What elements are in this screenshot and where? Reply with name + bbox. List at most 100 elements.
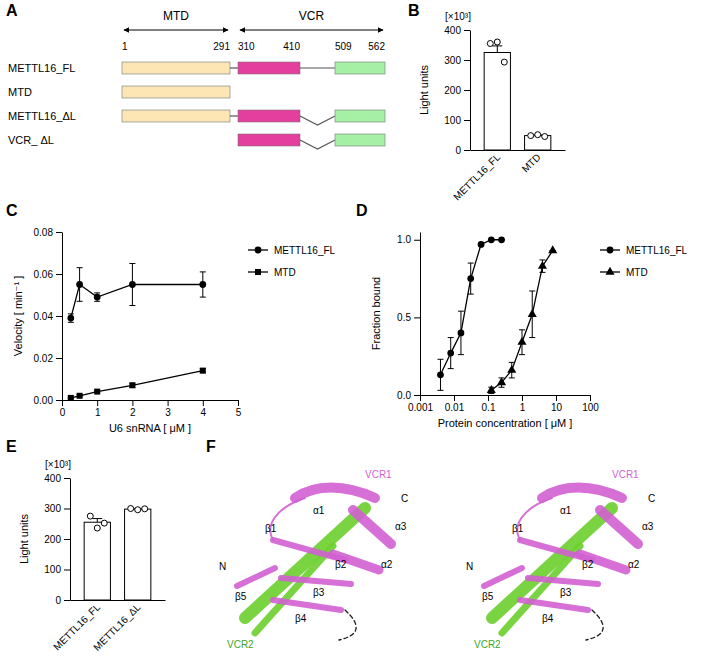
tick-mark bbox=[56, 274, 62, 275]
marker bbox=[129, 281, 136, 288]
tick-mark bbox=[62, 400, 63, 406]
marker bbox=[467, 275, 474, 282]
y-axis: 0100200300400 bbox=[444, 25, 470, 156]
error-bar bbox=[200, 369, 206, 373]
marker bbox=[447, 350, 454, 357]
ribbon bbox=[353, 510, 391, 544]
tick-mark bbox=[168, 400, 169, 406]
plot-marks bbox=[484, 39, 551, 150]
tick-label: 0.001 bbox=[408, 402, 433, 413]
legend-marker bbox=[607, 247, 614, 254]
structure-view: VCR1Cα1α3α2β1β2β3β4β5NVCR2 bbox=[466, 469, 655, 650]
tick-mark bbox=[464, 120, 470, 121]
legend-marker bbox=[255, 247, 262, 254]
tick: 100 bbox=[44, 564, 70, 575]
region-arrow bbox=[240, 30, 383, 31]
structure-label: C bbox=[648, 493, 655, 504]
ribbon bbox=[520, 540, 592, 560]
structure-label: β1 bbox=[265, 523, 277, 534]
axis-line bbox=[420, 233, 421, 396]
legend: METTL16_FLMTD bbox=[600, 245, 688, 278]
replicate-point bbox=[501, 59, 507, 65]
replicate-point bbox=[87, 513, 93, 519]
tick: 0 bbox=[60, 400, 66, 418]
tick-label: 4 bbox=[201, 407, 207, 418]
structure-label: N bbox=[466, 561, 473, 572]
axis-multiplier: [×10³] bbox=[45, 459, 71, 470]
domain-diagram: MTDVCR1291310410509562METTL16_FLMTDMETTL… bbox=[8, 9, 385, 149]
tick-label: 1 bbox=[95, 407, 101, 418]
tick-mark bbox=[56, 358, 62, 359]
tick: 0.01 bbox=[445, 395, 465, 413]
axis-line bbox=[470, 31, 471, 151]
replicate-point bbox=[101, 520, 107, 526]
structure-label: β1 bbox=[512, 523, 524, 534]
tick-mark bbox=[464, 60, 470, 61]
domain-box bbox=[238, 110, 300, 122]
error-bar bbox=[129, 264, 135, 306]
error-cap bbox=[77, 267, 83, 268]
y-axis-title: Light units bbox=[18, 513, 30, 564]
tick-label: METTL16_ΔL bbox=[91, 601, 143, 653]
tick: METTL16_ΔL bbox=[91, 600, 143, 653]
error-stem bbox=[97, 519, 98, 523]
structure-view: VCR1Cα1α3α2β1β2β3β4β5NVCR2 bbox=[219, 469, 408, 650]
ribbon bbox=[600, 510, 638, 544]
error-bar bbox=[68, 314, 74, 322]
plot-marks bbox=[437, 236, 557, 393]
ribbon bbox=[484, 568, 522, 586]
marker bbox=[498, 236, 505, 243]
marker bbox=[548, 245, 557, 253]
structure-label: β3 bbox=[313, 587, 325, 598]
x-axis: 012345 bbox=[60, 400, 242, 418]
bar bbox=[484, 53, 510, 151]
residue-number: 291 bbox=[213, 41, 230, 52]
panel-label: E bbox=[6, 438, 17, 455]
domain-box bbox=[335, 134, 385, 146]
marker bbox=[77, 393, 83, 399]
line-chart: 0123450.000.020.040.060.08U6 snRNA [ μM … bbox=[12, 227, 336, 434]
tick-label: 100 bbox=[44, 564, 61, 575]
tick-mark bbox=[203, 400, 204, 406]
replicate-point bbox=[142, 506, 148, 512]
replicate-point bbox=[528, 133, 534, 139]
tick: 1 bbox=[95, 400, 101, 418]
tick-mark bbox=[464, 30, 470, 31]
structure-label: α1 bbox=[560, 505, 572, 516]
tick: 300 bbox=[444, 55, 470, 66]
error-cap bbox=[488, 393, 494, 394]
tick-mark bbox=[590, 395, 591, 401]
tick-label: 400 bbox=[44, 473, 61, 484]
error-cap bbox=[519, 354, 525, 355]
panel-label: A bbox=[6, 2, 18, 19]
tick-mark bbox=[420, 395, 421, 401]
tick-mark bbox=[238, 400, 239, 406]
tick-mark bbox=[414, 240, 420, 241]
error-cap bbox=[509, 377, 515, 378]
tick: 400 bbox=[44, 473, 70, 484]
legend-item: METTL16_FL bbox=[248, 245, 336, 256]
figure: ABCDEFMTDVCR1291310410509562METTL16_FLMT… bbox=[0, 0, 709, 658]
tick-mark bbox=[414, 395, 420, 396]
marker bbox=[538, 261, 547, 269]
region-arrow bbox=[124, 30, 228, 31]
structure-label: β5 bbox=[235, 591, 247, 602]
bar bbox=[125, 509, 151, 600]
residue-number: 410 bbox=[283, 41, 300, 52]
y-axis-title: Fraction bound bbox=[370, 277, 382, 350]
tick: 1.0 bbox=[397, 234, 420, 245]
error-cap bbox=[448, 337, 454, 338]
domain-box bbox=[122, 62, 230, 74]
marker bbox=[507, 365, 516, 373]
domain-box bbox=[122, 86, 230, 98]
series-line bbox=[71, 285, 203, 319]
tick: 300 bbox=[44, 503, 70, 514]
ribbon bbox=[273, 540, 345, 560]
replicate-point bbox=[94, 525, 100, 531]
replicate-point bbox=[135, 507, 141, 513]
bar-chart: 0100200300400METTL16_FLMETTL16_ΔLLight u… bbox=[18, 459, 166, 653]
construct-label: METTL16_FL bbox=[8, 62, 75, 74]
tick-mark bbox=[522, 395, 523, 401]
ribbon bbox=[586, 610, 603, 640]
marker bbox=[129, 382, 135, 388]
